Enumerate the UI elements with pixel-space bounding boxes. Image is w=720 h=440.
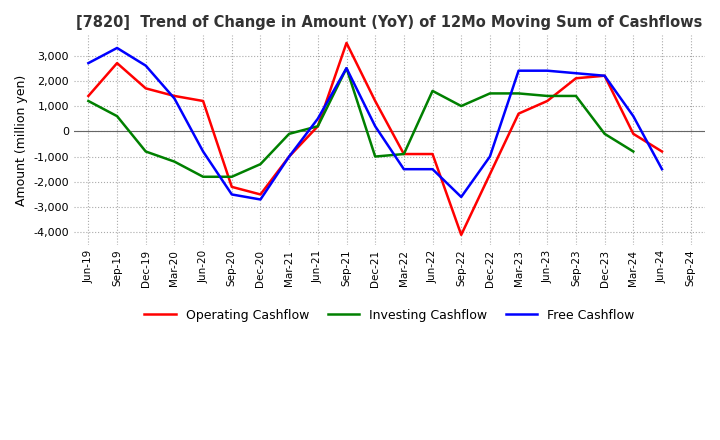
Investing Cashflow — [572, 93, 580, 99]
Investing Cashflow — [199, 174, 207, 180]
Free Cashflow — [342, 66, 351, 71]
Free Cashflow — [113, 45, 122, 51]
Investing Cashflow — [428, 88, 437, 94]
Investing Cashflow — [371, 154, 379, 159]
Line: Investing Cashflow: Investing Cashflow — [89, 68, 634, 177]
Operating Cashflow — [170, 93, 179, 99]
Free Cashflow — [256, 197, 265, 202]
Investing Cashflow — [228, 174, 236, 180]
Operating Cashflow — [485, 172, 494, 177]
Free Cashflow — [657, 167, 666, 172]
Free Cashflow — [400, 167, 408, 172]
Investing Cashflow — [342, 66, 351, 71]
Operating Cashflow — [428, 151, 437, 157]
Free Cashflow — [457, 194, 466, 200]
Investing Cashflow — [141, 149, 150, 154]
Investing Cashflow — [457, 103, 466, 109]
Operating Cashflow — [256, 192, 265, 197]
Line: Operating Cashflow: Operating Cashflow — [89, 43, 662, 235]
Free Cashflow — [514, 68, 523, 73]
Operating Cashflow — [313, 124, 322, 129]
Free Cashflow — [572, 70, 580, 76]
Investing Cashflow — [543, 93, 552, 99]
Investing Cashflow — [256, 161, 265, 167]
Investing Cashflow — [170, 159, 179, 164]
Investing Cashflow — [285, 131, 294, 136]
Operating Cashflow — [514, 111, 523, 116]
Operating Cashflow — [199, 99, 207, 104]
Investing Cashflow — [629, 149, 638, 154]
Free Cashflow — [285, 154, 294, 159]
Free Cashflow — [543, 68, 552, 73]
Operating Cashflow — [629, 131, 638, 136]
Operating Cashflow — [285, 154, 294, 159]
Operating Cashflow — [228, 184, 236, 190]
Operating Cashflow — [400, 151, 408, 157]
Y-axis label: Amount (million yen): Amount (million yen) — [15, 74, 28, 206]
Investing Cashflow — [113, 114, 122, 119]
Investing Cashflow — [600, 131, 609, 136]
Operating Cashflow — [84, 93, 93, 99]
Investing Cashflow — [313, 124, 322, 129]
Free Cashflow — [313, 116, 322, 121]
Operating Cashflow — [141, 86, 150, 91]
Line: Free Cashflow: Free Cashflow — [89, 48, 662, 199]
Free Cashflow — [199, 149, 207, 154]
Investing Cashflow — [514, 91, 523, 96]
Free Cashflow — [228, 192, 236, 197]
Operating Cashflow — [657, 149, 666, 154]
Free Cashflow — [428, 167, 437, 172]
Free Cashflow — [600, 73, 609, 78]
Operating Cashflow — [600, 73, 609, 78]
Legend: Operating Cashflow, Investing Cashflow, Free Cashflow: Operating Cashflow, Investing Cashflow, … — [140, 304, 639, 327]
Title: [7820]  Trend of Change in Amount (YoY) of 12Mo Moving Sum of Cashflows: [7820] Trend of Change in Amount (YoY) o… — [76, 15, 703, 30]
Free Cashflow — [371, 124, 379, 129]
Operating Cashflow — [113, 60, 122, 66]
Free Cashflow — [141, 63, 150, 68]
Free Cashflow — [485, 154, 494, 159]
Operating Cashflow — [572, 76, 580, 81]
Operating Cashflow — [371, 99, 379, 104]
Investing Cashflow — [485, 91, 494, 96]
Free Cashflow — [170, 96, 179, 101]
Free Cashflow — [629, 114, 638, 119]
Free Cashflow — [84, 60, 93, 66]
Operating Cashflow — [457, 232, 466, 238]
Investing Cashflow — [84, 99, 93, 104]
Operating Cashflow — [543, 99, 552, 104]
Investing Cashflow — [400, 151, 408, 157]
Operating Cashflow — [342, 40, 351, 46]
